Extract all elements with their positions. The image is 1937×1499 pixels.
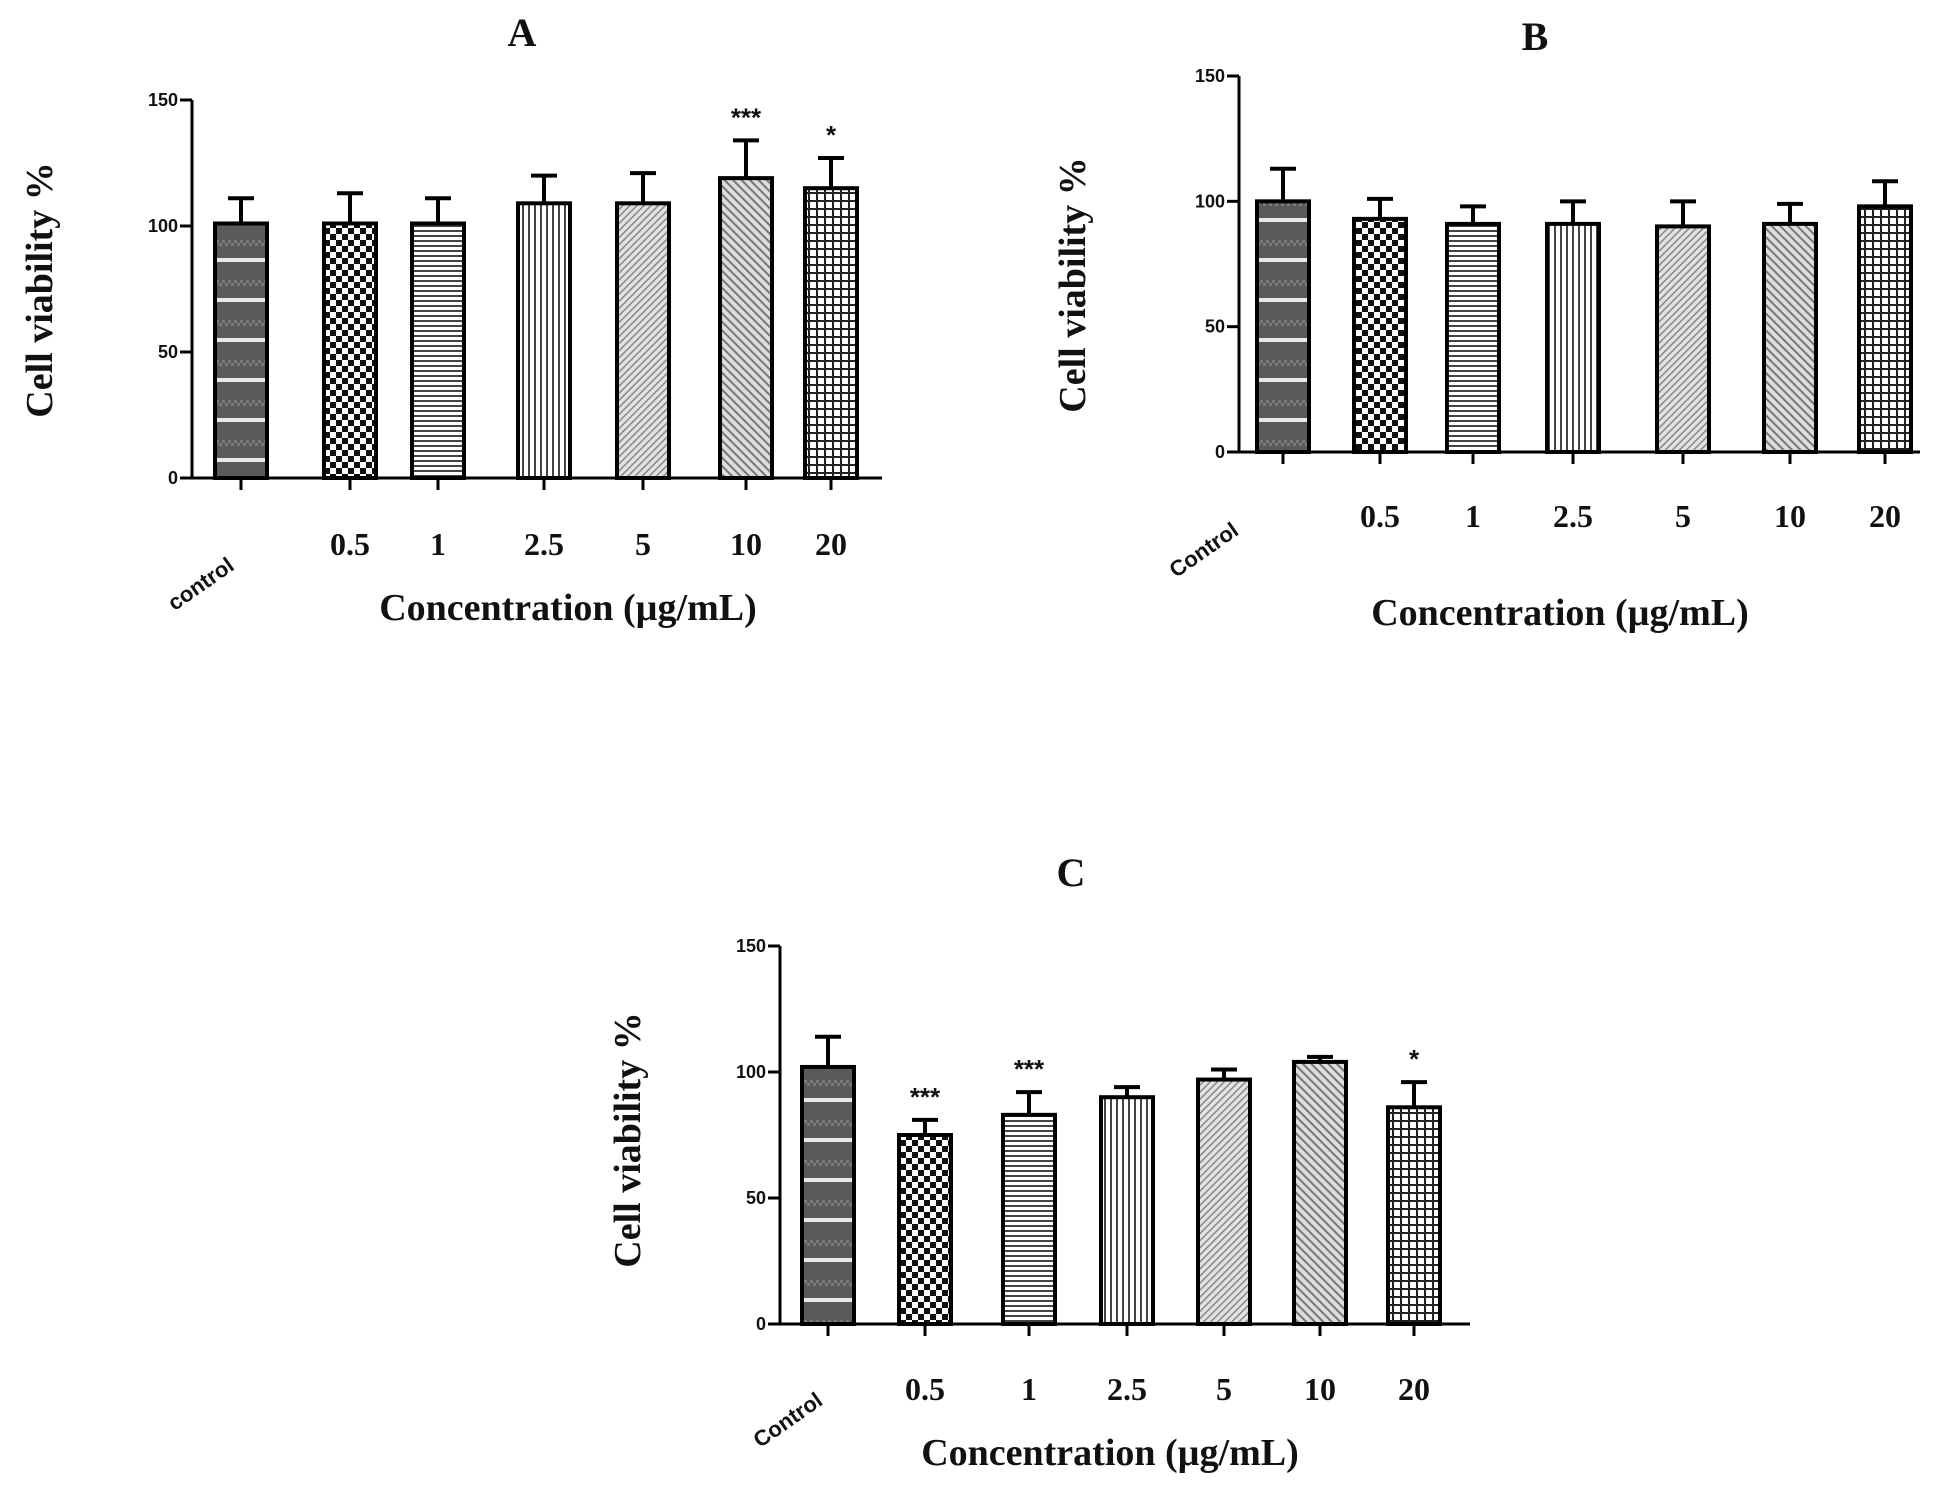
bar (516, 201, 572, 480)
y-tick-label: 50 (746, 1188, 766, 1208)
bar (1445, 221, 1501, 454)
x-category-label: Control (1164, 517, 1242, 582)
significance-mark: * (826, 120, 837, 150)
x-axis-title: Concentration (µg/mL) (1371, 592, 1749, 634)
x-axis-title: Concentration (µg/mL) (379, 587, 757, 629)
y-tick-label: 150 (148, 90, 178, 110)
significance-mark: *** (910, 1082, 941, 1112)
y-tick-label: 150 (736, 936, 766, 956)
x-category-label: 1 (430, 526, 446, 562)
x-category-label: 10 (1774, 498, 1806, 534)
y-tick-label: 50 (1205, 317, 1225, 337)
bar (1857, 204, 1913, 454)
y-tick-label: 100 (148, 216, 178, 236)
x-category-label: 5 (1675, 498, 1691, 534)
significance-mark: *** (731, 102, 762, 132)
bar (1352, 216, 1408, 454)
bar (1255, 199, 1311, 454)
x-category-label: 0.5 (330, 526, 370, 562)
bar (1292, 1059, 1348, 1327)
x-category-label: 10 (1304, 1371, 1336, 1407)
y-axis-title: Cell viability % (1052, 157, 1094, 412)
y-tick-label: 0 (168, 468, 178, 488)
chart-panel-a: A 0 50 100 150 Cell viability % control 0.5 1 2.5… (19, 10, 882, 629)
y-tick-label: 0 (756, 1314, 766, 1334)
x-category-label: 0.5 (1360, 498, 1400, 534)
significance-mark: * (1409, 1044, 1420, 1074)
x-category-label: 10 (730, 526, 762, 562)
x-category-label: 2.5 (1553, 498, 1593, 534)
x-category-label: 0.5 (905, 1371, 945, 1407)
x-category-label: 1 (1021, 1371, 1037, 1407)
x-category-label: 20 (1398, 1371, 1430, 1407)
bar (1099, 1095, 1155, 1326)
x-category-label: 20 (1869, 498, 1901, 534)
bar (1545, 221, 1601, 454)
bar (1196, 1077, 1252, 1327)
x-category-label: 5 (635, 526, 651, 562)
bar (1655, 224, 1711, 454)
y-axis-title: Cell viability % (607, 1012, 649, 1267)
y-tick-label: 0 (1215, 442, 1225, 462)
y-tick-label: 50 (158, 342, 178, 362)
x-category-label: 5 (1216, 1371, 1232, 1407)
y-tick-label: 150 (1195, 66, 1225, 86)
x-category-label: 1 (1465, 498, 1481, 534)
bar (803, 186, 859, 480)
y-tick-label: 100 (736, 1062, 766, 1082)
bar (800, 1064, 856, 1326)
y-tick-label: 100 (1195, 191, 1225, 211)
x-category-label: 2.5 (1107, 1371, 1147, 1407)
bar (1762, 221, 1818, 454)
bar (1386, 1105, 1442, 1327)
bar (213, 221, 269, 480)
x-category-label: control (163, 552, 238, 615)
x-category-label: 20 (815, 526, 847, 562)
chart-panel-c: C 0 50 100 150 Cell viability % Control *** 0.5 *… (607, 850, 1470, 1474)
bar (615, 201, 671, 480)
panel-title: A (508, 10, 537, 55)
bar (322, 221, 378, 480)
x-axis-title: Concentration (µg/mL) (921, 1432, 1299, 1474)
x-category-label: Control (748, 1387, 826, 1452)
bar (410, 221, 466, 480)
panel-title: C (1057, 850, 1086, 895)
panel-title: B (1522, 14, 1549, 59)
significance-mark: *** (1014, 1054, 1045, 1084)
y-axis-title: Cell viability % (19, 162, 61, 417)
x-category-label: 2.5 (524, 526, 564, 562)
bar (1001, 1112, 1057, 1326)
bar (718, 176, 774, 480)
bar (897, 1133, 953, 1326)
chart-panel-b: B 0 50 100 150 Cell viability % Control 0.5 1 2.5… (1052, 14, 1920, 634)
